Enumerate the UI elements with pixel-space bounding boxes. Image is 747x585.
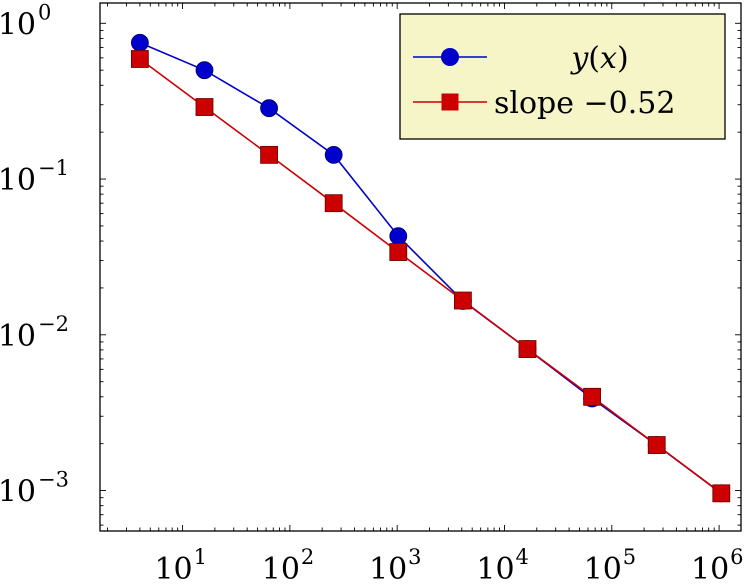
data-point-circle bbox=[324, 145, 343, 164]
y-tick-label: 10 bbox=[0, 163, 36, 198]
legend-marker-circle bbox=[441, 48, 459, 66]
data-point-square bbox=[518, 340, 537, 358]
data-point-square bbox=[324, 194, 343, 213]
legend-entry-y-x: y(x) bbox=[413, 41, 629, 76]
data-point-square bbox=[647, 436, 666, 454]
legend-label-y-x: y(x) bbox=[569, 41, 628, 76]
legend-label-slope: slope −0.52 bbox=[494, 86, 675, 121]
x-tick-exponent: 2 bbox=[301, 545, 314, 569]
data-point-square bbox=[453, 291, 472, 310]
data-point-square bbox=[389, 243, 408, 261]
x-tick-exponent: 3 bbox=[408, 545, 421, 569]
data-point-square bbox=[195, 98, 214, 116]
x-tick-label: 10 bbox=[691, 552, 729, 585]
plot-frame bbox=[99, 2, 742, 532]
y-tick-exponent: 0 bbox=[38, 0, 51, 24]
data-point-circle bbox=[195, 61, 214, 80]
x-tick-exponent: 6 bbox=[730, 545, 743, 569]
data-point-square bbox=[130, 50, 149, 68]
x-tick-label: 10 bbox=[369, 552, 407, 585]
y-tick-label: 10 bbox=[0, 7, 36, 42]
data-point-square bbox=[260, 145, 278, 164]
legend-box bbox=[399, 13, 726, 140]
y-tick-label: 10 bbox=[0, 319, 36, 354]
y-tick-exponent: −2 bbox=[38, 312, 69, 336]
legend-entry-slope: slope −0.52 bbox=[413, 86, 675, 121]
data-point-circle bbox=[130, 33, 149, 52]
series-line-1 bbox=[139, 58, 722, 494]
data-point-square bbox=[583, 387, 602, 406]
y-tick-label: 10 bbox=[0, 475, 36, 510]
x-tick-label: 10 bbox=[584, 552, 622, 585]
x-tick-label: 10 bbox=[262, 552, 300, 585]
legend-marker-square bbox=[441, 93, 459, 111]
x-tick-exponent: 5 bbox=[623, 545, 636, 569]
series-layer bbox=[130, 33, 731, 503]
x-tick-label: 10 bbox=[154, 552, 192, 585]
legend: y(x) slope −0.52 bbox=[399, 13, 726, 140]
x-tick-label: 10 bbox=[476, 552, 514, 585]
data-point-circle bbox=[389, 227, 408, 246]
x-tick-exponent: 4 bbox=[515, 545, 528, 569]
y-tick-exponent: −3 bbox=[38, 468, 69, 492]
y-tick-exponent: −1 bbox=[38, 156, 69, 180]
data-point-square bbox=[712, 484, 731, 503]
data-point-circle bbox=[260, 99, 278, 118]
x-tick-exponent: 1 bbox=[194, 545, 207, 569]
